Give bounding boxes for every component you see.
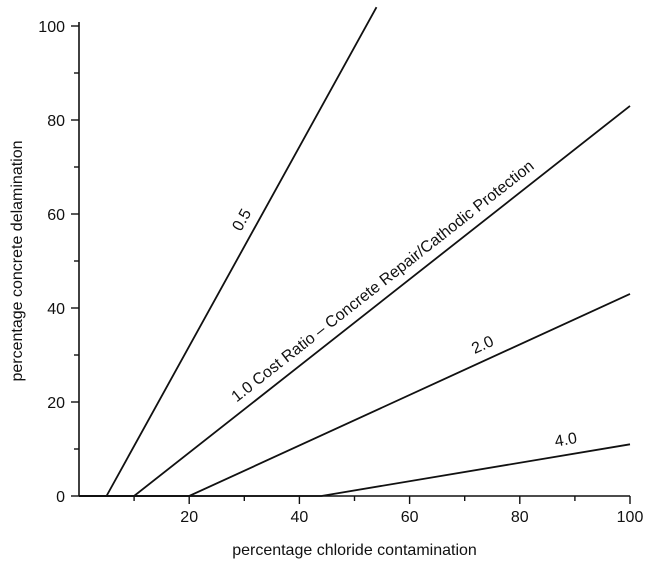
- axes: 0 20 40 60 80 100 20 40 60 80 100: [38, 19, 643, 526]
- y-tick-label: 80: [47, 113, 65, 130]
- y-axis-title: percentage concrete delamination: [9, 140, 26, 381]
- series-label-4: 4.0: [554, 430, 579, 450]
- x-tick-label: 100: [617, 509, 644, 526]
- y-tick-label: 0: [56, 489, 65, 506]
- x-tick-label: 80: [511, 509, 529, 526]
- x-tick-label: 40: [291, 509, 309, 526]
- series-lines: [79, 6, 631, 497]
- y-tick-label: 60: [47, 207, 65, 224]
- x-tick-label: 60: [401, 509, 419, 526]
- series-label-3: 2.0: [469, 333, 496, 358]
- y-tick-label: 20: [47, 395, 65, 412]
- series-label-2: 1.0 Cost Ratio – Concrete Repair/Cathodi…: [229, 158, 538, 406]
- y-tick-label: 100: [38, 19, 65, 36]
- series-line-4: [79, 443, 631, 497]
- x-tick-label: 20: [180, 509, 198, 526]
- y-tick-label: 40: [47, 301, 65, 318]
- series-label-1: 0.5: [229, 206, 255, 234]
- series-labels: 0.51.0 Cost Ratio – Concrete Repair/Cath…: [229, 158, 579, 451]
- x-axis-title: percentage chloride contamination: [232, 542, 477, 559]
